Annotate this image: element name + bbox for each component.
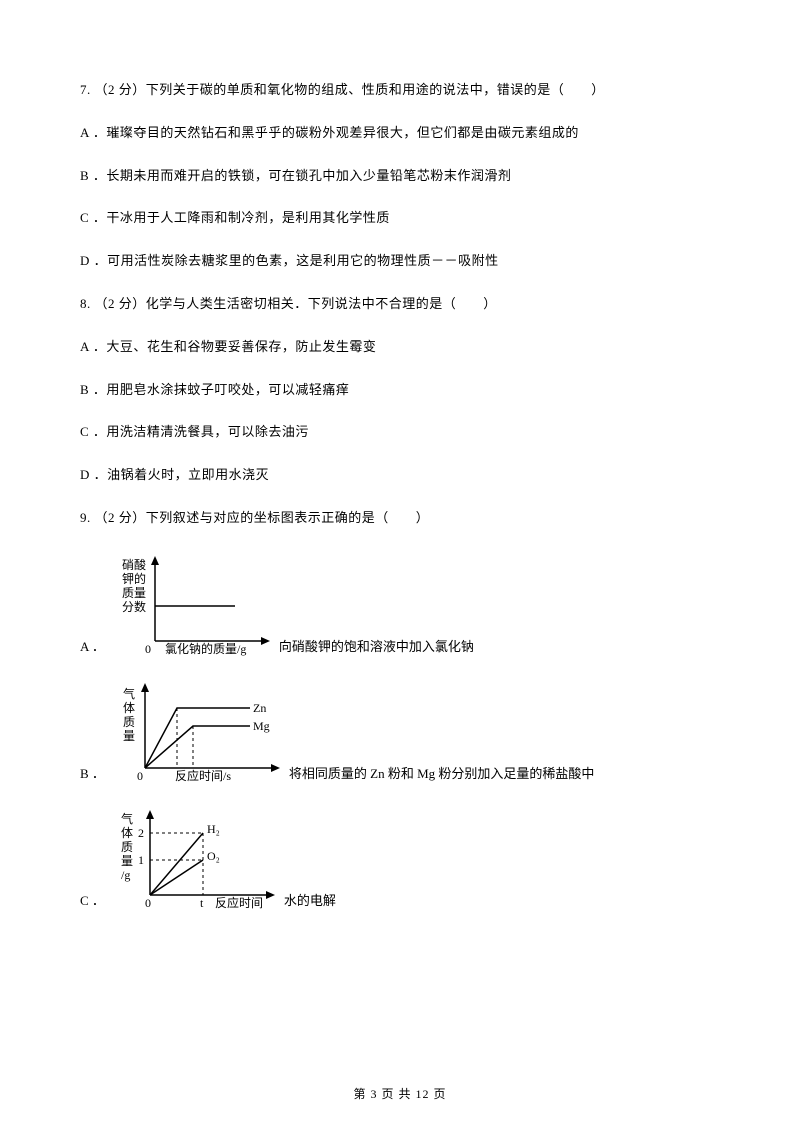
q8-option-a: A ．大豆、花生和谷物要妥善保存，防止发生霉变	[80, 337, 720, 358]
svg-text:钾的: 钾的	[122, 571, 146, 586]
svg-text:Zn: Zn	[253, 701, 266, 715]
svg-text:量: 量	[121, 854, 133, 868]
q9-a-desc: 向硝酸钾的饱和溶液中加入氯化钠	[279, 636, 474, 655]
q9-c-desc: 水的电解	[284, 890, 336, 909]
svg-text:2: 2	[138, 826, 144, 840]
svg-text:气: 气	[123, 686, 135, 701]
svg-text:H₂: H₂	[207, 822, 220, 836]
q9-option-a: A ． 硝酸 钾的 质量 分数 0 氯化钠的质量/g	[80, 551, 720, 660]
svg-text:体: 体	[121, 826, 133, 840]
chart-xlabel: 反应时间/s	[175, 768, 231, 783]
svg-text:0: 0	[145, 896, 151, 910]
chart-xlabel: 氯化钠的质量/g	[165, 641, 246, 656]
q9-c-prefix: C ．	[80, 890, 105, 909]
chart-ylabel: 硝酸	[122, 557, 146, 572]
svg-text:质: 质	[121, 840, 133, 854]
q7-stem: 7. （2 分）下列关于碳的单质和氧化物的组成、性质和用途的说法中，错误的是（ …	[80, 80, 720, 101]
q8-option-c: C ．用洗洁精清洗餐具，可以除去油污	[80, 422, 720, 443]
svg-text:O₂: O₂	[207, 849, 220, 863]
svg-text:/g: /g	[121, 868, 130, 882]
svg-text:体: 体	[123, 701, 135, 715]
q7-option-b: B ．长期未用而难开启的铁锁，可在锁孔中加入少量铅笔芯粉末作润滑剂	[80, 166, 720, 187]
chart-xlabel: 反应时间	[215, 895, 263, 910]
svg-text:量: 量	[123, 729, 135, 743]
q9-option-b: B ． Zn Mg 气 体 质 量	[80, 678, 720, 787]
svg-text:t: t	[200, 896, 204, 910]
svg-text:0: 0	[145, 642, 151, 656]
svg-text:质量: 质量	[122, 586, 146, 600]
svg-text:0: 0	[137, 769, 143, 783]
svg-text:分数: 分数	[122, 599, 146, 614]
q9-stem: 9. （2 分）下列叙述与对应的坐标图表示正确的是（ ）	[80, 508, 720, 529]
q9-b-chart: Zn Mg 气 体 质 量 0 反应时间/s	[115, 678, 285, 787]
q9-c-chart: H₂ O₂ 2 1 气 体 质 量 /g 0 t 反应时间	[115, 805, 280, 914]
svg-text:Mg: Mg	[253, 719, 270, 733]
q8-option-d: D ．油锅着火时，立即用水浇灭	[80, 465, 720, 486]
q8-stem: 8. （2 分）化学与人类生活密切相关．下列说法中不合理的是（ ）	[80, 294, 720, 315]
q7-option-d: D ．可用活性炭除去糖浆里的色素，这是利用它的物理性质－－吸附性	[80, 251, 720, 272]
q9-a-prefix: A ．	[80, 636, 105, 655]
page-footer: 第 3 页 共 12 页	[0, 1085, 800, 1102]
svg-text:质: 质	[123, 715, 135, 729]
q7-option-c: C ．干冰用于人工降雨和制冷剂，是利用其化学性质	[80, 208, 720, 229]
svg-text:气: 气	[121, 811, 133, 826]
q7-option-a: A ．璀璨夺目的天然钻石和黑乎乎的碳粉外观差异很大，但它们都是由碳元素组成的	[80, 123, 720, 144]
q9-b-prefix: B ．	[80, 763, 105, 782]
q9-a-chart: 硝酸 钾的 质量 分数 0 氯化钠的质量/g	[115, 551, 275, 660]
q8-option-b: B ．用肥皂水涂抹蚊子叮咬处，可以减轻痛痒	[80, 380, 720, 401]
q9-b-desc: 将相同质量的 Zn 粉和 Mg 粉分别加入足量的稀盐酸中	[289, 763, 595, 782]
page-root: 7. （2 分）下列关于碳的单质和氧化物的组成、性质和用途的说法中，错误的是（ …	[0, 0, 800, 1132]
svg-text:1: 1	[138, 853, 144, 867]
q9-option-c: C ． H₂ O₂ 2 1	[80, 805, 720, 914]
